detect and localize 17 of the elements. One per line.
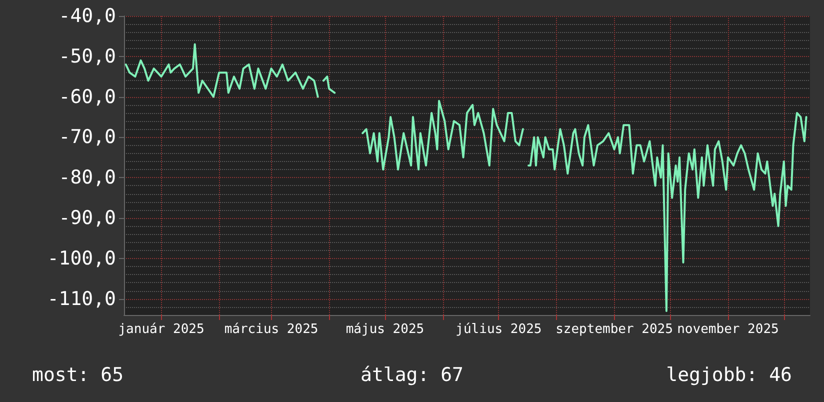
x-tick-label: július 2025 [456, 322, 542, 337]
y-tick-label: -60,0 [58, 86, 116, 108]
text: legjobb: 46 [666, 364, 792, 386]
x-tick-label: május 2025 [346, 322, 424, 337]
y-tick-label: -100,0 [47, 247, 116, 270]
text: átlag: 67 [360, 364, 464, 386]
y-tick-label: -50,0 [58, 45, 116, 68]
y-tick-label: -110,0 [47, 288, 116, 310]
y-tick-label: -40,0 [58, 5, 116, 27]
y-tick-label: -70,0 [58, 126, 116, 148]
text: most: 65 [32, 364, 124, 386]
x-tick-label: január 2025 [118, 322, 204, 337]
x-tick-label: november 2025 [677, 322, 779, 337]
x-tick-label: március 2025 [224, 322, 318, 337]
y-tick-label: -90,0 [58, 207, 116, 230]
x-tick-label: szeptember 2025 [556, 322, 673, 337]
y-tick-label: -80,0 [58, 166, 116, 189]
